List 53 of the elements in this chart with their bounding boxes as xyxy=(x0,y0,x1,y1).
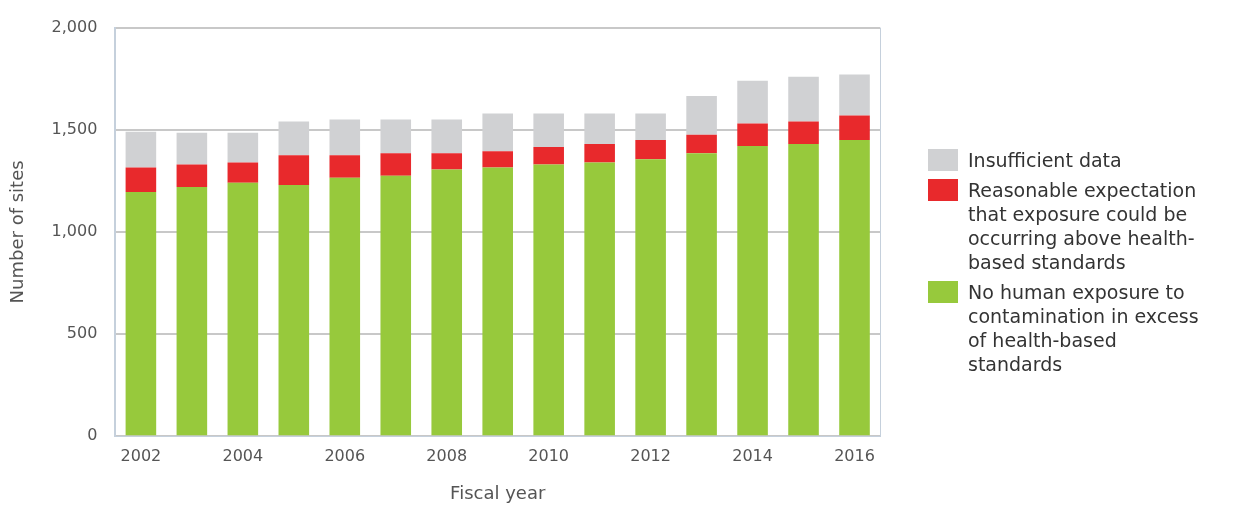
x-tick-label: 2002 xyxy=(120,445,162,465)
bar xyxy=(839,115,870,140)
bar xyxy=(788,121,819,145)
bar xyxy=(533,164,564,436)
x-tick-label: 2006 xyxy=(324,445,366,465)
bar xyxy=(737,123,768,147)
x-tick-label: 2014 xyxy=(732,445,773,465)
bar xyxy=(380,153,412,176)
bar xyxy=(788,144,819,436)
y-axis-title: Number of sites xyxy=(6,160,28,304)
legend-label: No human exposure to contamination in excess of health-based standards xyxy=(968,280,1200,376)
bar xyxy=(380,175,412,436)
bar xyxy=(737,146,768,436)
x-tick-label: 2010 xyxy=(528,445,570,465)
bar xyxy=(584,162,615,436)
bar xyxy=(635,159,666,436)
bar xyxy=(278,155,310,185)
x-axis-title: Fiscal year xyxy=(450,481,546,503)
legend-label: Reasonable expectation that exposure could be occurring above health-based standards xyxy=(968,178,1198,274)
bar xyxy=(431,153,463,170)
x-tick-label: 2012 xyxy=(630,445,671,465)
bar xyxy=(176,164,208,187)
bar xyxy=(227,162,259,183)
bar xyxy=(839,74,870,116)
bar xyxy=(329,155,361,178)
bar xyxy=(278,184,310,436)
bar xyxy=(227,132,259,163)
bar xyxy=(482,167,513,436)
y-tick-label: 500 xyxy=(66,323,98,343)
y-tick-label: 0 xyxy=(87,425,98,445)
bar xyxy=(788,76,819,122)
bar xyxy=(584,144,615,163)
bar xyxy=(176,132,208,165)
bar xyxy=(329,177,361,436)
bar xyxy=(635,139,666,160)
y-tick-label: 1,500 xyxy=(51,118,98,138)
y-tick-label: 1,000 xyxy=(51,221,98,241)
x-tick-label: 2004 xyxy=(222,445,264,465)
bar xyxy=(686,134,717,154)
x-tick-label: 2016 xyxy=(834,445,875,465)
bar xyxy=(839,139,870,436)
bar xyxy=(176,186,208,436)
bar xyxy=(125,167,157,193)
y-tick-label: 2,000 xyxy=(51,16,98,36)
bar xyxy=(482,151,513,168)
bar xyxy=(533,147,564,165)
x-tick-label: 2008 xyxy=(426,445,468,465)
legend-label: Insufficient data xyxy=(968,148,1122,172)
bar xyxy=(431,169,463,436)
bar xyxy=(686,153,717,436)
bar xyxy=(737,80,768,124)
bar xyxy=(227,182,259,436)
bar xyxy=(125,192,157,436)
